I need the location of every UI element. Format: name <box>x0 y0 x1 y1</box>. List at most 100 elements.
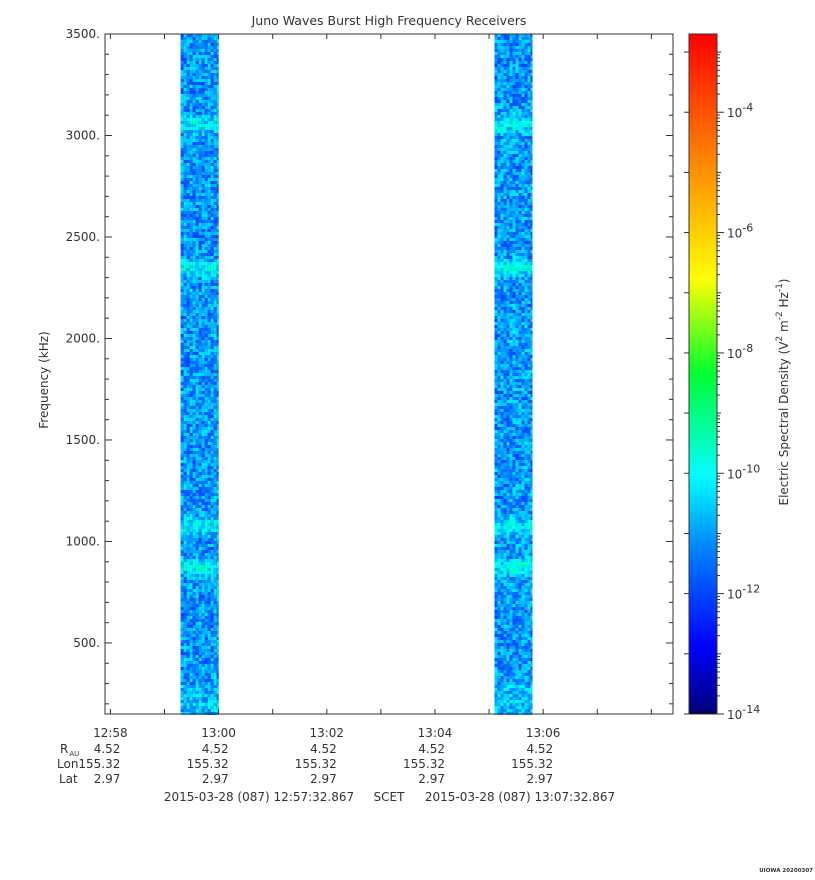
burst-pixel <box>515 343 519 346</box>
burst-pixel <box>207 499 211 502</box>
burst-pixel <box>201 499 205 502</box>
burst-pixel <box>512 136 516 139</box>
burst-pixel <box>500 163 504 166</box>
burst-pixel <box>503 502 507 505</box>
burst-pixel <box>216 487 219 490</box>
burst-pixel <box>518 442 522 445</box>
burst-pixel <box>180 211 184 214</box>
burst-pixel <box>207 571 211 574</box>
burst-pixel <box>204 256 208 259</box>
burst-pixel <box>506 73 510 76</box>
burst-pixel <box>512 352 516 355</box>
burst-pixel <box>204 367 208 370</box>
burst-pixel <box>189 34 193 37</box>
burst-pixel <box>180 463 184 466</box>
burst-pixel <box>195 193 199 196</box>
burst-pixel <box>527 349 531 352</box>
burst-pixel <box>527 334 531 337</box>
burst-pixel <box>216 499 219 502</box>
burst-pixel <box>500 292 504 295</box>
burst-pixel <box>180 538 184 541</box>
burst-pixel <box>198 322 202 325</box>
burst-pixel <box>497 184 501 187</box>
burst-pixel <box>183 577 187 580</box>
burst-pixel <box>213 517 217 520</box>
burst-pixel <box>183 40 187 43</box>
burst-pixel <box>198 73 202 76</box>
burst-pixel <box>207 172 211 175</box>
burst-pixel <box>180 454 184 457</box>
burst-pixel <box>186 352 190 355</box>
burst-pixel <box>189 229 193 232</box>
burst-pixel <box>195 355 199 358</box>
burst-pixel <box>201 193 205 196</box>
burst-pixel <box>512 181 516 184</box>
burst-pixel <box>192 265 196 268</box>
burst-pixel <box>216 280 219 283</box>
burst-pixel <box>210 40 214 43</box>
burst-pixel <box>189 127 193 130</box>
burst-pixel <box>189 361 193 364</box>
burst-pixel <box>183 556 187 559</box>
burst-pixel <box>213 127 217 130</box>
burst-pixel <box>201 46 205 49</box>
burst-pixel <box>530 100 533 103</box>
burst-pixel <box>186 334 190 337</box>
burst-pixel <box>180 208 184 211</box>
burst-pixel <box>186 169 190 172</box>
burst-pixel <box>189 526 193 529</box>
burst-pixel <box>192 127 196 130</box>
burst-pixel <box>518 262 522 265</box>
burst-pixel <box>509 445 513 448</box>
burst-pixel <box>494 493 498 496</box>
burst-pixel <box>186 553 190 556</box>
burst-pixel <box>201 553 205 556</box>
burst-pixel <box>530 331 533 334</box>
burst-pixel <box>183 460 187 463</box>
burst-pixel <box>207 121 211 124</box>
burst-pixel <box>183 76 187 79</box>
burst-pixel <box>515 94 519 97</box>
burst-pixel <box>497 244 501 247</box>
burst-pixel <box>183 292 187 295</box>
burst-pixel <box>207 541 211 544</box>
burst-pixel <box>204 541 208 544</box>
burst-pixel <box>198 607 202 610</box>
burst-pixel <box>192 349 196 352</box>
burst-pixel <box>506 499 510 502</box>
burst-pixel <box>210 46 214 49</box>
burst-pixel <box>512 358 516 361</box>
burst-pixel <box>515 145 519 148</box>
burst-pixel <box>530 61 533 64</box>
burst-pixel <box>521 313 525 316</box>
burst-pixel <box>512 316 516 319</box>
burst-pixel <box>518 304 522 307</box>
burst-pixel <box>198 616 202 619</box>
burst-pixel <box>186 526 190 529</box>
burst-pixel <box>521 193 525 196</box>
burst-pixel <box>527 67 531 70</box>
burst-pixel <box>189 682 193 685</box>
burst-pixel <box>216 637 219 640</box>
burst-pixel <box>207 337 211 340</box>
burst-pixel <box>521 463 525 466</box>
burst-pixel <box>524 187 528 190</box>
burst-pixel <box>204 439 208 442</box>
burst-pixel <box>198 553 202 556</box>
burst-pixel <box>216 121 219 124</box>
burst-pixel <box>189 283 193 286</box>
burst-pixel <box>494 433 498 436</box>
burst-pixel <box>213 169 217 172</box>
burst-pixel <box>213 88 217 91</box>
burst-pixel <box>210 436 214 439</box>
burst-pixel <box>207 631 211 634</box>
burst-pixel <box>189 514 193 517</box>
burst-pixel <box>192 655 196 658</box>
burst-pixel <box>518 421 522 424</box>
burst-pixel <box>180 385 184 388</box>
burst-pixel <box>189 697 193 700</box>
burst-pixel <box>512 277 516 280</box>
burst-pixel <box>186 277 190 280</box>
burst-pixel <box>195 220 199 223</box>
burst-pixel <box>497 163 501 166</box>
